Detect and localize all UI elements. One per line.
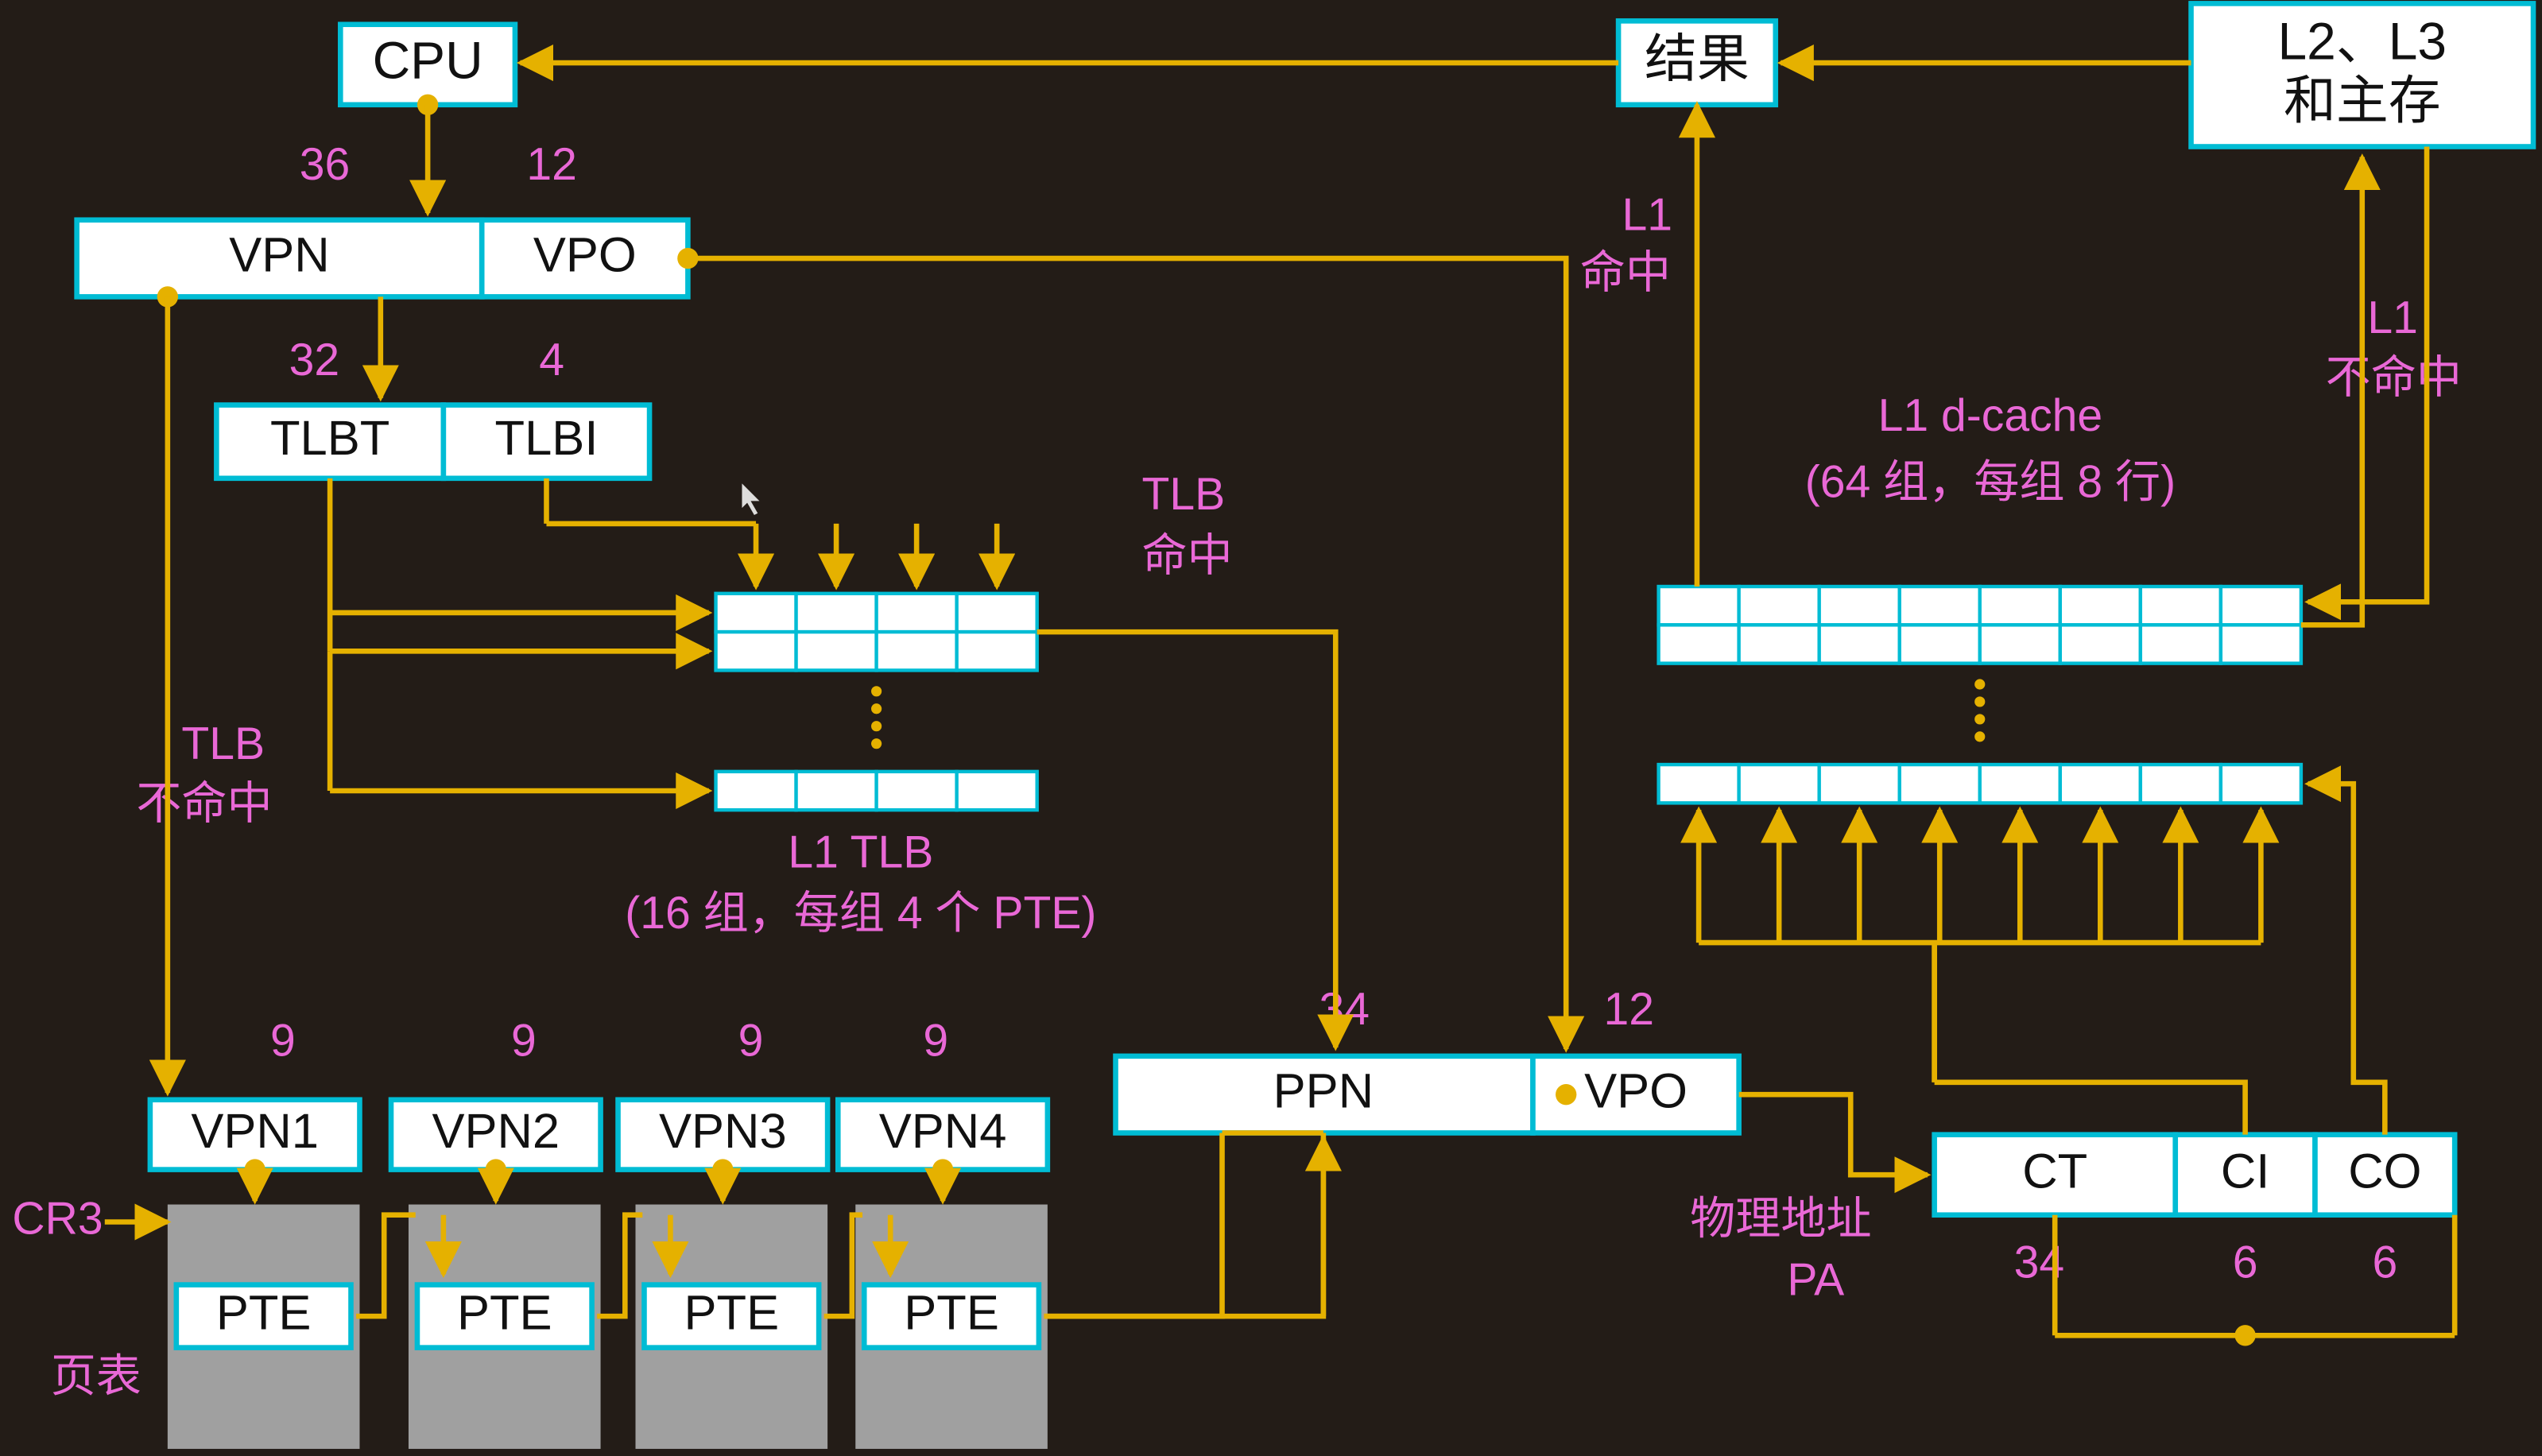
phys-addr-2: PA: [1787, 1254, 1844, 1305]
tlbt-label: TLBT: [270, 411, 389, 466]
cpu-label: CPU: [373, 31, 483, 90]
ci-label: CI: [2221, 1144, 2270, 1198]
tlb-miss-1: TLB: [181, 718, 265, 769]
svg-text:VPN4: VPN4: [879, 1104, 1007, 1159]
vpo-bits: 12: [526, 139, 577, 190]
vpn3-bits: 9: [738, 1016, 764, 1067]
l1-miss-2: 不命中: [2326, 352, 2462, 403]
svg-text:PTE: PTE: [684, 1285, 779, 1340]
ppn-bits: 34: [1319, 984, 1370, 1035]
tlb-hit-1: TLB: [1141, 469, 1225, 520]
tlbt-bits: 32: [289, 335, 340, 385]
vpn4-bits: 9: [923, 1016, 948, 1067]
tlb-grid: [716, 594, 1037, 810]
svg-text:VPN1: VPN1: [191, 1104, 319, 1159]
l1d-cache-grid: [1659, 587, 2301, 803]
tlb-hit-2: 命中: [1141, 530, 1232, 581]
tlbi-bits: 4: [539, 335, 564, 385]
ppo-bits: 12: [1604, 984, 1655, 1035]
svg-text:PTE: PTE: [457, 1285, 552, 1340]
l1-hit-1: L1: [1622, 190, 1672, 241]
ppo-label: VPO: [1584, 1063, 1688, 1118]
phys-addr-1: 物理地址: [1690, 1194, 1871, 1245]
ppn-label: PPN: [1273, 1063, 1374, 1118]
tlbi-label: TLBI: [495, 411, 599, 466]
cursor-icon: [742, 483, 759, 515]
l1d-line2: (64 组，每组 8 行): [1805, 457, 2176, 508]
svg-text:PTE: PTE: [904, 1285, 999, 1340]
l1-hit-2: 命中: [1580, 247, 1671, 298]
l23-line1: L2、L3: [2278, 12, 2447, 71]
vpn1-bits: 9: [270, 1016, 296, 1067]
vpn-label: VPN: [229, 227, 329, 282]
ct-label: CT: [2022, 1144, 2087, 1198]
ci-bits: 6: [2233, 1237, 2258, 1288]
vpo-label: VPO: [533, 227, 637, 282]
l1-miss-1: L1: [2367, 292, 2418, 343]
vpn2-bits: 9: [511, 1016, 537, 1067]
vpn-bits: 36: [300, 139, 351, 190]
result-label: 结果: [1645, 29, 1750, 87]
page-tables: VPN1 VPN2 VPN3 VPN4 PTE PTE PTE PTE: [150, 1100, 1048, 1449]
cr3-label: CR3: [12, 1194, 103, 1245]
l1-tlb-line1: L1 TLB: [788, 827, 933, 877]
co-label: CO: [2348, 1144, 2421, 1198]
address-translation-diagram: CPU 结果 L2、L3 和主存 VPN VPO 36 12 TLBT TLBI…: [0, 0, 2542, 1454]
tlb-miss-2: 不命中: [136, 778, 272, 829]
svg-text:VPN2: VPN2: [432, 1104, 560, 1159]
pagetable-label: 页表: [51, 1350, 141, 1401]
l23-line2: 和主存: [2284, 71, 2441, 130]
co-bits: 6: [2372, 1237, 2397, 1288]
svg-text:PTE: PTE: [216, 1285, 312, 1340]
svg-text:VPN3: VPN3: [659, 1104, 787, 1159]
l1-tlb-line2: (16 组，每组 4 个 PTE): [625, 888, 1096, 939]
l1d-line1: L1 d-cache: [1878, 390, 2103, 441]
